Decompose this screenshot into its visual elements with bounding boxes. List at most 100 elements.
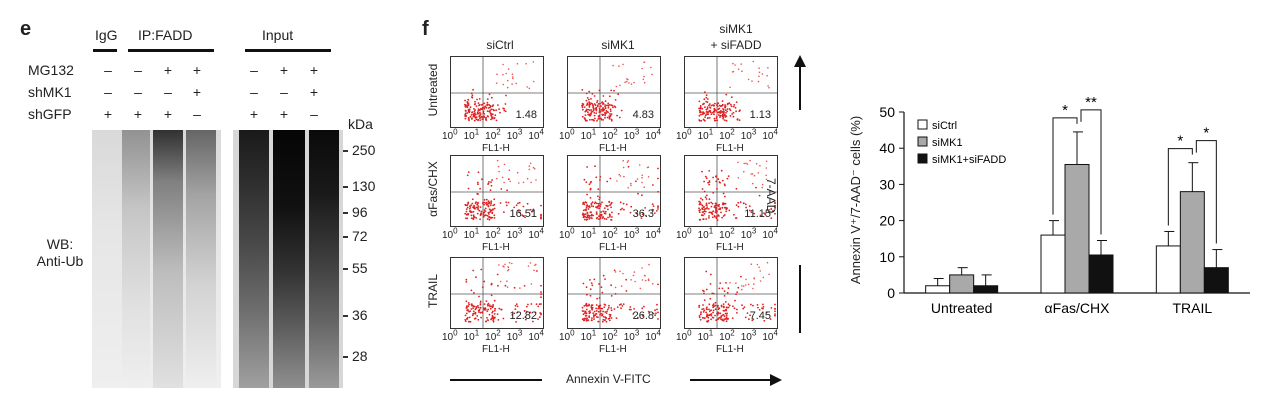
seven-aad-label: 7-AAD bbox=[764, 178, 778, 214]
legend-swatch bbox=[917, 153, 928, 164]
mw-marker-label: 55 bbox=[352, 260, 368, 276]
wb-label-line1: WB: bbox=[46, 236, 74, 252]
seven-aad-bottom-line bbox=[799, 265, 801, 333]
significance-mark: ** bbox=[1085, 94, 1097, 111]
panel-e-letter: e bbox=[20, 18, 32, 40]
wb-label-line2: Anti-Ub bbox=[36, 253, 84, 269]
bar bbox=[925, 285, 951, 294]
mw-tick bbox=[340, 268, 348, 270]
seven-aad-arrow-icon bbox=[794, 55, 806, 67]
bar bbox=[1064, 163, 1090, 294]
bar bbox=[1203, 267, 1229, 294]
legend-label: siMK1+siFADD bbox=[932, 154, 1006, 166]
mw-tick bbox=[340, 315, 348, 317]
flow-x-axis-label: FL1-H bbox=[599, 344, 627, 355]
mw-marker-label: 72 bbox=[352, 228, 368, 244]
seven-aad-top-line bbox=[799, 64, 801, 110]
bar bbox=[973, 285, 999, 294]
treatment-sign: + bbox=[163, 106, 173, 122]
treatment-sign: – bbox=[104, 84, 112, 100]
category-label: Untreated bbox=[931, 300, 992, 316]
mw-marker-label: 130 bbox=[352, 178, 376, 194]
quadrant-percentage: 11.15 bbox=[744, 208, 771, 220]
treatment-sign: + bbox=[103, 106, 113, 122]
annexin-label: Annexin V-FITC bbox=[566, 372, 651, 386]
flow-x-axis-label: FL1-H bbox=[482, 242, 510, 253]
flow-x-ticks: 100 101 102 103 104 bbox=[676, 128, 778, 143]
treatment-sign: + bbox=[309, 62, 319, 78]
flow-x-axis-label: FL1-H bbox=[599, 242, 627, 253]
treatment-sign: + bbox=[163, 62, 173, 78]
quadrant-percentage: 26.8 bbox=[632, 310, 654, 322]
input-blot-image bbox=[233, 130, 343, 388]
significance-mark: * bbox=[1177, 133, 1183, 150]
quadrant-percentage: 12.82 bbox=[509, 310, 537, 322]
y-tick-label: 30 bbox=[879, 176, 895, 192]
treatment-sign: – bbox=[104, 62, 112, 78]
col-label-sictrl: siCtrl bbox=[486, 38, 514, 52]
treatment-sign: – bbox=[280, 84, 288, 100]
treatment-sign: – bbox=[134, 84, 142, 100]
mw-marker-label: 96 bbox=[352, 204, 368, 220]
quadrant-percentage: 16.51 bbox=[509, 208, 537, 220]
quadrant-percentage: 36.3 bbox=[632, 208, 654, 220]
y-tick-label: 40 bbox=[879, 140, 895, 156]
annexin-right-line bbox=[690, 379, 774, 381]
mw-marker-label: 28 bbox=[352, 348, 368, 364]
panel-f-letter: f bbox=[422, 18, 429, 40]
legend-swatch bbox=[917, 119, 928, 130]
flow-x-axis-label: FL1-H bbox=[482, 143, 510, 154]
y-tick-label: 10 bbox=[879, 249, 895, 265]
row-label-1: shMK1 bbox=[28, 84, 72, 100]
ip-fadd-header: IP:FADD bbox=[138, 27, 193, 43]
annexin-arrow-icon bbox=[770, 374, 782, 386]
treatment-sign: – bbox=[193, 106, 201, 122]
igg-header: IgG bbox=[95, 27, 118, 43]
mw-tick bbox=[340, 150, 348, 152]
flow-plot: 36.3 bbox=[567, 155, 661, 227]
flow-plot: 16.51 bbox=[450, 155, 544, 227]
quadrant-percentage: 1.13 bbox=[749, 109, 771, 121]
flow-plot: 26.8 bbox=[567, 257, 661, 329]
mw-tick bbox=[340, 186, 348, 188]
treatment-sign: + bbox=[309, 84, 319, 100]
bar bbox=[1179, 191, 1205, 294]
flow-x-axis-label: FL1-H bbox=[599, 143, 627, 154]
flow-plot: 12.82 bbox=[450, 257, 544, 329]
significance-bracket bbox=[1195, 140, 1217, 244]
flow-x-axis-label: FL1-H bbox=[716, 344, 744, 355]
flow-plot: 7.45 bbox=[684, 257, 778, 329]
wb-label: WB: Anti-Ub bbox=[30, 236, 90, 270]
flow-x-axis-label: FL1-H bbox=[716, 143, 744, 154]
flow-row-label: TRAIL bbox=[426, 274, 440, 309]
flow-x-ticks: 100 101 102 103 104 bbox=[442, 128, 544, 143]
treatment-sign: + bbox=[192, 62, 202, 78]
bar bbox=[949, 274, 975, 294]
flow-x-axis-label: FL1-H bbox=[482, 344, 510, 355]
treatment-sign: + bbox=[192, 84, 202, 100]
flow-plot: 4.83 bbox=[567, 56, 661, 128]
igg-underline bbox=[93, 49, 117, 52]
flow-x-axis-label: FL1-H bbox=[716, 242, 744, 253]
treatment-sign: – bbox=[164, 84, 172, 100]
flow-plot: 1.13 bbox=[684, 56, 778, 128]
kda-label: kDa bbox=[348, 116, 373, 132]
treatment-sign: – bbox=[250, 84, 258, 100]
category-label: αFas/CHX bbox=[1045, 300, 1111, 316]
flow-x-ticks: 100 101 102 103 104 bbox=[559, 128, 661, 143]
bar bbox=[1040, 234, 1066, 294]
flow-x-ticks: 100 101 102 103 104 bbox=[559, 329, 661, 344]
treatment-sign: – bbox=[310, 106, 318, 122]
mw-marker-label: 36 bbox=[352, 307, 368, 323]
quadrant-percentage: 4.83 bbox=[632, 109, 654, 121]
significance-bracket bbox=[1080, 109, 1102, 235]
flow-x-ticks: 100 101 102 103 104 bbox=[442, 227, 544, 242]
y-tick-label: 0 bbox=[887, 285, 895, 301]
input-header: Input bbox=[262, 27, 294, 43]
mw-marker-label: 250 bbox=[352, 142, 376, 158]
flow-x-ticks: 100 101 102 103 104 bbox=[676, 329, 778, 344]
ip-blot-image bbox=[92, 130, 221, 388]
legend-swatch bbox=[917, 136, 928, 147]
flow-plot: 11.15 bbox=[684, 155, 778, 227]
significance-mark: * bbox=[1062, 102, 1068, 119]
